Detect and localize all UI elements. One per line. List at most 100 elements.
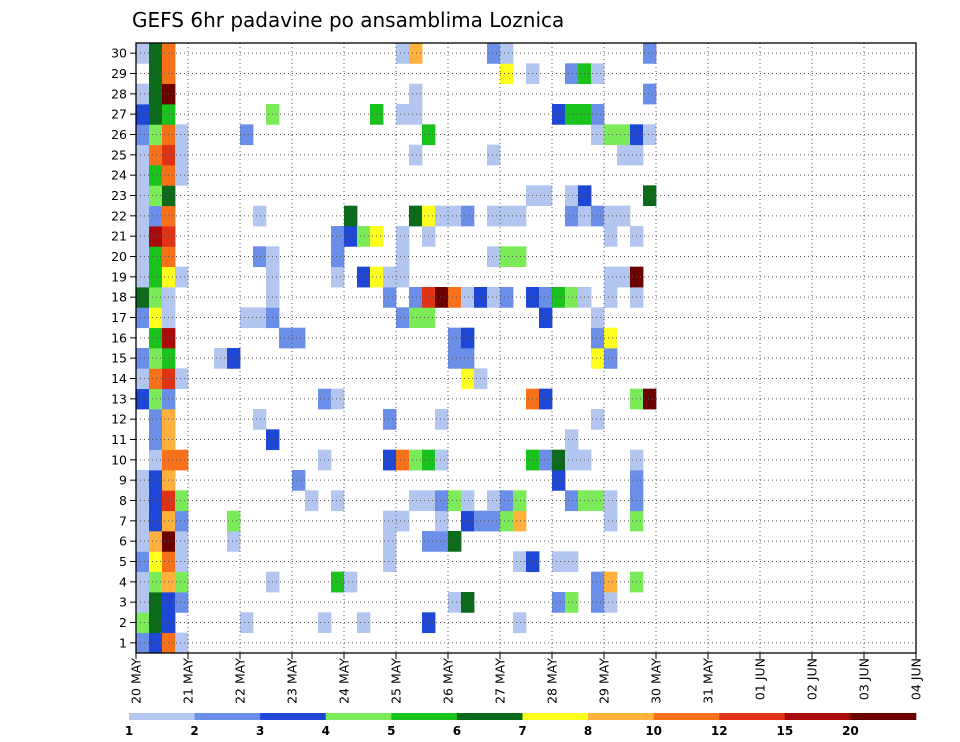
heatmap-cell (500, 63, 514, 85)
heatmap-cell (136, 246, 150, 268)
y-tick-label: 13 (111, 391, 127, 406)
heatmap-cell (149, 470, 163, 491)
y-tick-label: 21 (111, 229, 127, 244)
heatmap-cell (136, 43, 150, 64)
heatmap-cell (149, 551, 163, 573)
heatmap-cell (487, 43, 501, 64)
heatmap-cell (149, 592, 163, 613)
heatmap-cell (591, 327, 605, 349)
heatmap-cell (461, 592, 475, 613)
colorbar-label: 1 (125, 724, 133, 738)
heatmap-cell (149, 246, 163, 268)
heatmap-cell (500, 490, 514, 512)
heatmap-cell (149, 266, 163, 288)
heatmap-cell (500, 205, 514, 227)
heatmap-cell (409, 287, 423, 308)
heatmap-cell (461, 490, 475, 512)
x-tick-label: 24 MAY (337, 658, 352, 704)
y-tick-label: 4 (119, 574, 127, 589)
heatmap-cell (331, 388, 345, 410)
heatmap-cell (552, 287, 566, 308)
y-tick-label: 26 (111, 127, 127, 142)
heatmap-cell (396, 43, 410, 64)
heatmap-cell (175, 531, 189, 552)
heatmap-cell (136, 185, 150, 207)
y-tick-label: 12 (111, 412, 127, 427)
heatmap-cell (604, 287, 618, 308)
heatmap-cell (136, 510, 150, 532)
heatmap-cell (357, 612, 371, 634)
heatmap-cell (591, 348, 605, 369)
heatmap-cell (136, 551, 150, 573)
y-tick-label: 22 (111, 208, 127, 223)
heatmap-cell (383, 551, 397, 573)
heatmap-cell (500, 510, 514, 532)
heatmap-cell (136, 348, 150, 369)
heatmap-cell (409, 104, 423, 125)
heatmap-cell (149, 124, 163, 146)
heatmap-cell (565, 185, 579, 207)
heatmap-cell (136, 83, 150, 105)
heatmap-cell (435, 510, 449, 532)
heatmap-cell (409, 307, 423, 329)
heatmap-cell (149, 144, 163, 166)
heatmap-cell (149, 287, 163, 308)
heatmap-cell (552, 104, 566, 125)
y-axis-ticks: 1234567891011121314151617181920212223242… (111, 46, 136, 650)
heatmap-cell (136, 388, 150, 410)
heatmap-cell (565, 205, 579, 227)
heatmap-cell (409, 83, 423, 105)
heatmap-cell (149, 185, 163, 207)
heatmap-cell (435, 205, 449, 227)
heatmap-cell (604, 571, 618, 593)
colorbar-label: 6 (453, 724, 461, 738)
heatmap-cell (461, 348, 475, 369)
heatmap-cell (552, 470, 566, 491)
heatmap-cell (149, 63, 163, 85)
heatmap-cell (149, 409, 163, 430)
heatmap-cell (539, 449, 553, 471)
heatmap-cell (604, 327, 618, 349)
heatmap-cell (487, 490, 501, 512)
heatmap-cell (461, 205, 475, 227)
heatmap-cell (409, 205, 423, 227)
heatmap-cell (604, 205, 618, 227)
colorbar-label: 15 (776, 724, 793, 738)
heatmap-cell (643, 388, 657, 410)
heatmap-cell (617, 124, 631, 146)
heatmap-cell (409, 490, 423, 512)
y-tick-label: 5 (119, 554, 127, 569)
heatmap-cell (240, 124, 254, 146)
heatmap-cell (513, 246, 527, 268)
heatmap-cell (136, 470, 150, 491)
heatmap-cell (604, 592, 618, 613)
heatmap-cell (279, 327, 293, 349)
y-tick-label: 19 (111, 269, 127, 284)
heatmap-cell (487, 287, 501, 308)
colorbar-label: 20 (842, 724, 859, 738)
y-tick-label: 10 (111, 452, 127, 467)
colorbar-segment (588, 713, 654, 720)
x-tick-label: 21 MAY (181, 658, 196, 704)
heatmap-cell (136, 307, 150, 329)
heatmap-cell (448, 205, 462, 227)
heatmap-cell (565, 287, 579, 308)
colorbar-segment (784, 713, 851, 720)
chart-title: GEFS 6hr padavine po ansamblima Loznica (132, 8, 564, 32)
heatmap-cell (396, 104, 410, 125)
heatmap-cell (604, 490, 618, 512)
heatmap-cell (175, 632, 189, 654)
y-tick-label: 23 (111, 188, 127, 203)
heatmap-cell (292, 327, 306, 349)
heatmap-cell (383, 266, 397, 288)
heatmap-cell (487, 144, 501, 166)
colorbar-label: 8 (584, 724, 592, 738)
colorbar-segment (522, 713, 589, 720)
heatmap-cell (617, 144, 631, 166)
heatmap-cell (253, 246, 267, 268)
y-tick-label: 9 (119, 473, 127, 488)
heatmap-cell (591, 592, 605, 613)
heatmap-cell (513, 490, 527, 512)
colorbar-segment (653, 713, 720, 720)
